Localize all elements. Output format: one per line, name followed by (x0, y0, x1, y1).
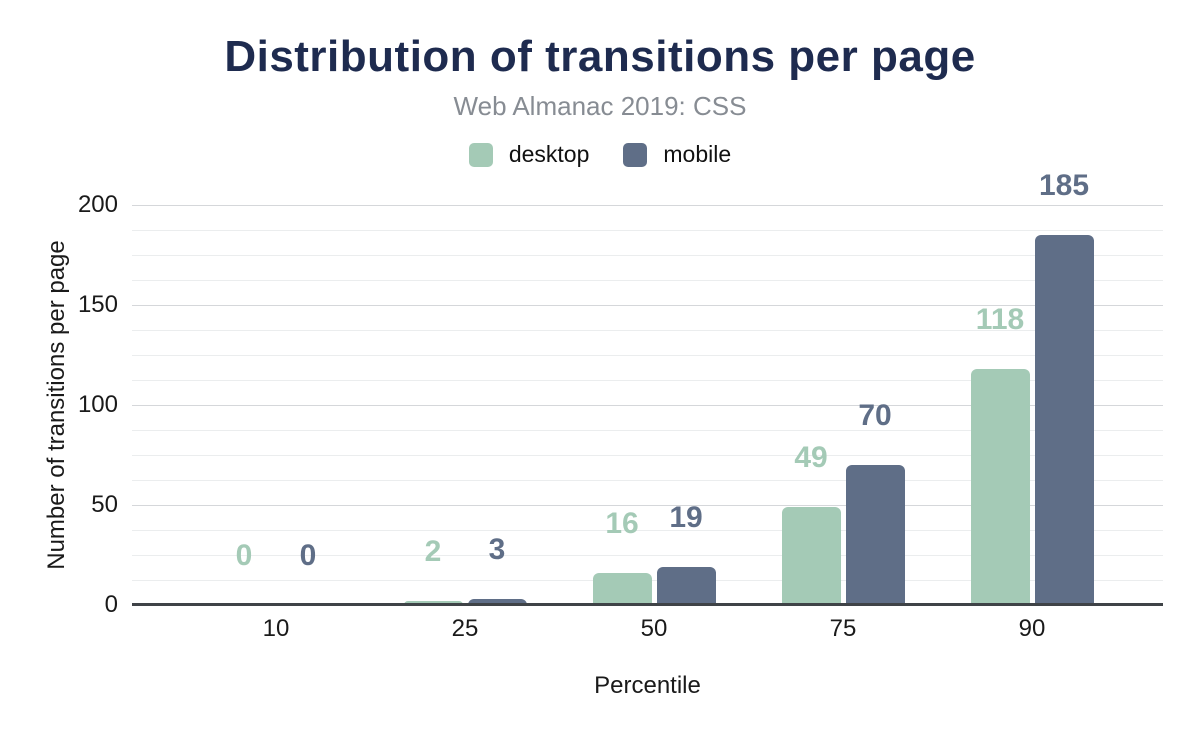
bar-mobile-p25 (467, 599, 527, 605)
gridline-minor (132, 280, 1163, 281)
y-tick-label-150: 150 (77, 291, 118, 318)
legend-item-mobile: mobile (623, 141, 731, 168)
x-tick-label-50: 50 (640, 615, 668, 642)
x-tick-label-75: 75 (829, 615, 857, 642)
bar-value-label-desktop-p75: 49 (794, 441, 828, 474)
y-axis-title: Number of transitions per page (43, 240, 70, 570)
x-axis-baseline (132, 603, 1163, 606)
bar-desktop-p50 (592, 573, 652, 605)
y-tick-label-200: 200 (77, 191, 118, 218)
bar-value-label-desktop-p90: 118 (975, 303, 1025, 336)
legend-label-desktop: desktop (508, 141, 590, 167)
x-axis-title: Percentile (594, 672, 701, 699)
x-tick-label-10: 10 (262, 615, 290, 642)
bar-value-label-desktop-p50: 16 (605, 507, 639, 540)
gridline-minor (132, 455, 1163, 456)
bar-value-label-mobile-p10: 0 (299, 539, 317, 572)
mobile-swatch-icon (623, 142, 648, 167)
gridline-minor (132, 555, 1163, 556)
bar-value-label-mobile-p75: 70 (858, 399, 892, 432)
gridline-minor (132, 330, 1163, 331)
x-tick-label-90: 90 (1018, 615, 1046, 642)
x-tick-label-25: 25 (451, 615, 479, 642)
y-tick-label-100: 100 (77, 391, 118, 418)
bar-mobile-p50 (656, 567, 716, 605)
chart-title: Distribution of transitions per page (224, 32, 976, 81)
gridline-major (132, 405, 1163, 406)
bar-desktop-p75 (781, 507, 841, 605)
bar-desktop-p90 (970, 369, 1030, 605)
bar-mobile-p75 (845, 465, 905, 605)
gridline-major (132, 305, 1163, 306)
chart-subtitle: Web Almanac 2019: CSS (453, 91, 747, 121)
gridline-minor (132, 480, 1163, 481)
gridline-major (132, 505, 1163, 506)
legend-item-desktop: desktop (468, 141, 590, 168)
bar-value-label-desktop-p25: 2 (424, 535, 442, 568)
y-tick-label-50: 50 (91, 491, 118, 518)
legend-label-mobile: mobile (663, 141, 732, 167)
y-tick-label-0: 0 (104, 591, 118, 618)
gridline-minor (132, 430, 1163, 431)
desktop-swatch-icon (468, 142, 493, 167)
legend: desktop mobile (0, 141, 1200, 168)
bar-value-label-mobile-p25: 3 (488, 533, 506, 566)
plot-area: 0 0 10 2 3 25 16 19 50 49 70 75 118 185 90 (132, 170, 1163, 642)
bar-mobile-p90 (1034, 235, 1094, 605)
gridline-minor (132, 380, 1163, 381)
gridline-major (132, 205, 1163, 206)
bar-value-label-mobile-p90: 185 (1038, 169, 1090, 202)
gridline-minor (132, 230, 1163, 231)
gridline-minor (132, 355, 1163, 356)
bar-value-label-mobile-p50: 19 (669, 501, 703, 534)
bar-value-label-desktop-p10: 0 (235, 539, 253, 572)
gridline-minor (132, 530, 1163, 531)
gridline-minor (132, 255, 1163, 256)
